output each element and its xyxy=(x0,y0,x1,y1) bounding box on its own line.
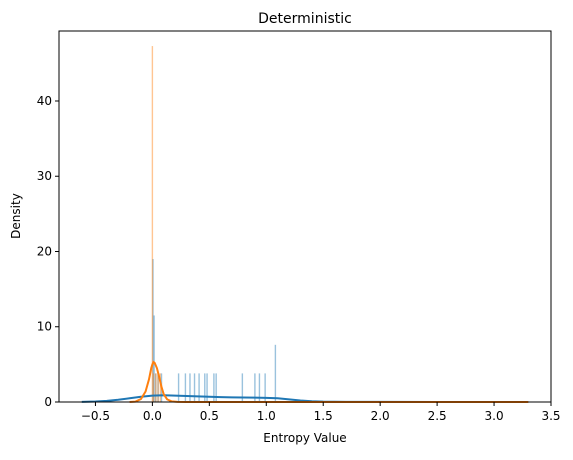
histogram-bar-0-7 xyxy=(189,373,191,402)
x-tick-label: 3.5 xyxy=(541,409,560,423)
histogram-bar-1-3 xyxy=(157,373,159,402)
x-tick-label: 1.0 xyxy=(257,409,276,423)
x-tick-label: −0.5 xyxy=(81,409,110,423)
histogram-bar-1-0 xyxy=(151,46,154,403)
histogram-bar-0-16 xyxy=(258,373,261,402)
y-tick-label: 0 xyxy=(44,395,52,409)
x-tick-label: 1.5 xyxy=(314,409,333,423)
histogram-bar-0-8 xyxy=(193,373,196,402)
y-axis-label: Density xyxy=(9,193,23,239)
histogram-bar-0-0 xyxy=(152,259,154,402)
histogram-bar-0-6 xyxy=(184,373,187,402)
x-tick-label: 0.5 xyxy=(200,409,219,423)
y-axis-ticks: 0 10 20 30 40 xyxy=(37,94,59,409)
histogram-bar-0-17 xyxy=(264,373,266,402)
x-axis-ticks: −0.5 0.0 0.5 1.0 1.5 2.0 2.5 3.0 3.5 xyxy=(81,402,561,423)
y-tick-label: 30 xyxy=(37,169,52,183)
histogram-bar-0-13 xyxy=(215,373,217,402)
histogram-bar-0-10 xyxy=(204,373,206,402)
histogram-bar-0-12 xyxy=(213,373,215,402)
x-tick-label: 3.0 xyxy=(485,409,504,423)
histogram-bar-0-18 xyxy=(274,344,277,402)
histogram-bar-0-9 xyxy=(198,373,200,402)
histogram-bar-0-1 xyxy=(153,315,155,402)
x-tick-label: 2.5 xyxy=(428,409,447,423)
histogram-bar-0-3 xyxy=(157,373,159,402)
histogram-bar-1-1 xyxy=(152,373,155,402)
histogram-bar-0-5 xyxy=(177,373,180,402)
kde-line-0 xyxy=(81,394,529,403)
histogram-bar-1-2 xyxy=(155,373,157,402)
histogram-bar-0-15 xyxy=(254,373,256,402)
x-tick-label: 0.0 xyxy=(143,409,162,423)
chart-title: Deterministic xyxy=(258,11,352,27)
y-tick-label: 20 xyxy=(37,244,52,258)
x-tick-label: 2.0 xyxy=(371,409,390,423)
histogram-bar-0-11 xyxy=(206,373,208,402)
y-tick-label: 10 xyxy=(37,320,52,334)
axes-frame xyxy=(58,30,552,403)
plot-area xyxy=(81,46,529,403)
x-axis-label: Entropy Value xyxy=(263,431,346,445)
histogram-bar-1-4 xyxy=(159,373,162,402)
y-tick-label: 40 xyxy=(37,94,52,108)
histogram-bar-0-2 xyxy=(155,373,157,402)
histogram-bar-0-14 xyxy=(241,373,244,402)
